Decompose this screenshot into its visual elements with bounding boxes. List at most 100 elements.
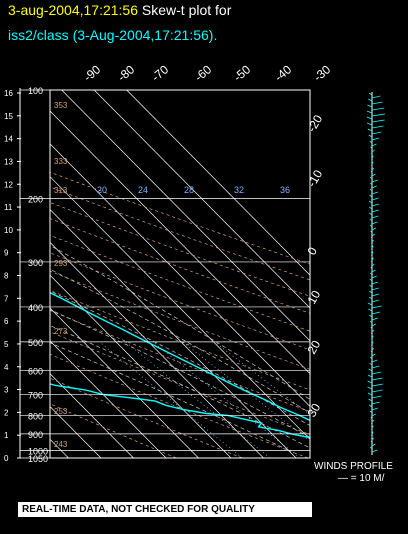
right-temp-label: -10 — [304, 167, 325, 189]
wind-barb — [371, 167, 375, 171]
height-tick-label: 6 — [4, 317, 9, 326]
top-temp-label: -60 — [192, 62, 215, 84]
wind-barb — [370, 440, 373, 444]
wind-barb — [371, 185, 377, 189]
wind-barb — [371, 329, 375, 333]
wind-barb — [371, 221, 378, 225]
dewpoint-profile — [50, 383, 310, 439]
wind-barb — [369, 188, 373, 192]
wind-barb — [370, 152, 373, 156]
wind-barb — [368, 308, 373, 312]
height-tick-label: 16 — [4, 89, 13, 98]
wind-barb — [371, 437, 375, 441]
wind-barb — [369, 200, 373, 204]
isotherm-line — [50, 176, 310, 440]
wind-barb — [371, 365, 380, 369]
wind-barb — [370, 260, 373, 264]
isotherm-line — [61, 90, 310, 342]
wind-barb — [371, 239, 375, 243]
wind-barb — [369, 410, 373, 414]
right-temp-label: 0 — [304, 244, 320, 257]
pressure-tick-label: 800 — [28, 411, 43, 421]
wind-barb — [369, 320, 373, 324]
temperature-profile — [50, 291, 310, 422]
top-temp-label: -40 — [272, 62, 295, 84]
height-tick-label: 15 — [4, 112, 13, 121]
mixing-ratio-label: 24 — [138, 185, 148, 195]
wind-barb — [371, 233, 375, 237]
right-temp-label: 20 — [304, 338, 323, 357]
wind-barb — [368, 296, 373, 300]
title-line-2: iss2/class (3-Aug-2004,17:21:56). — [8, 27, 217, 43]
wind-barb — [371, 101, 383, 105]
mixing-ratio-label: 32 — [234, 185, 244, 195]
wind-barb — [367, 380, 373, 384]
pressure-tick-label: 300 — [28, 258, 43, 268]
wind-barb — [366, 116, 373, 120]
mixing-ratio-label: 28 — [184, 185, 194, 195]
top-temp-label: -90 — [81, 62, 104, 84]
top-temp-label: -70 — [149, 62, 172, 84]
wind-barb — [369, 176, 373, 180]
wind-barb — [368, 98, 373, 102]
wind-barb — [369, 404, 373, 408]
pressure-tick-label: 500 — [28, 338, 43, 348]
wind-barb — [367, 386, 373, 390]
wind-barb — [371, 119, 385, 123]
pressure-tick-label: 200 — [28, 194, 43, 204]
wind-barb — [369, 218, 373, 222]
wind-barb — [370, 182, 373, 186]
wind-barb — [368, 398, 373, 402]
wind-barb — [371, 299, 379, 303]
wind-barb — [370, 350, 373, 354]
wind-barb — [371, 263, 375, 267]
wind-barb — [370, 236, 373, 240]
wind-barb — [371, 359, 378, 363]
wind-barb — [367, 128, 373, 132]
wind-barb — [370, 230, 373, 234]
wind-barb — [370, 146, 373, 150]
wind-barb — [369, 140, 373, 144]
wind-barb — [371, 275, 377, 279]
wind-barb — [366, 110, 373, 114]
wind-barb — [371, 383, 384, 387]
title-line-1: 3-aug-2004,17:21:56 Skew-t plot for — [8, 2, 231, 18]
wind-barb — [369, 212, 373, 216]
wind-barb — [368, 92, 373, 96]
wind-barb — [371, 269, 376, 273]
pressure-tick-label: 900 — [28, 430, 43, 440]
wind-barb — [371, 335, 374, 339]
dry-adiabat-label: 353 — [54, 101, 68, 110]
wind-barb — [371, 311, 380, 315]
isotherm-line — [50, 143, 310, 407]
wind-barb — [369, 314, 373, 318]
wind-barb — [369, 224, 373, 228]
wind-barb — [371, 287, 379, 291]
dry-adiabat-line — [50, 310, 310, 412]
quality-banner: REAL-TIME DATA, NOT CHECKED FOR QUALITY — [18, 502, 312, 517]
pressure-tick-label: 1050 — [28, 454, 48, 464]
pressure-tick-label: 1000 — [28, 446, 48, 456]
isotherm-line — [50, 307, 199, 458]
moist-adiabat-line — [50, 245, 310, 400]
wind-barb — [371, 245, 374, 249]
wind-barb — [367, 104, 373, 108]
wind-barb — [371, 419, 375, 423]
wind-barb — [371, 377, 383, 381]
wind-barb — [368, 368, 373, 372]
isotherm-line — [50, 241, 264, 458]
pressure-tick-label: 100 — [28, 86, 43, 96]
height-tick-label: 8 — [4, 272, 9, 281]
wind-barb — [368, 206, 373, 210]
wind-barb — [371, 125, 384, 129]
wind-barb — [369, 446, 373, 450]
wind-barb — [371, 353, 376, 357]
wind-barb — [370, 170, 373, 174]
isotherm-line — [93, 90, 310, 309]
wind-barb — [370, 326, 373, 330]
mixing-ratio-line — [214, 341, 310, 416]
pressure-tick-label: 600 — [28, 366, 43, 376]
wind-barb — [371, 323, 376, 327]
height-tick-label: 7 — [4, 294, 9, 303]
isotherm-line — [50, 373, 134, 458]
